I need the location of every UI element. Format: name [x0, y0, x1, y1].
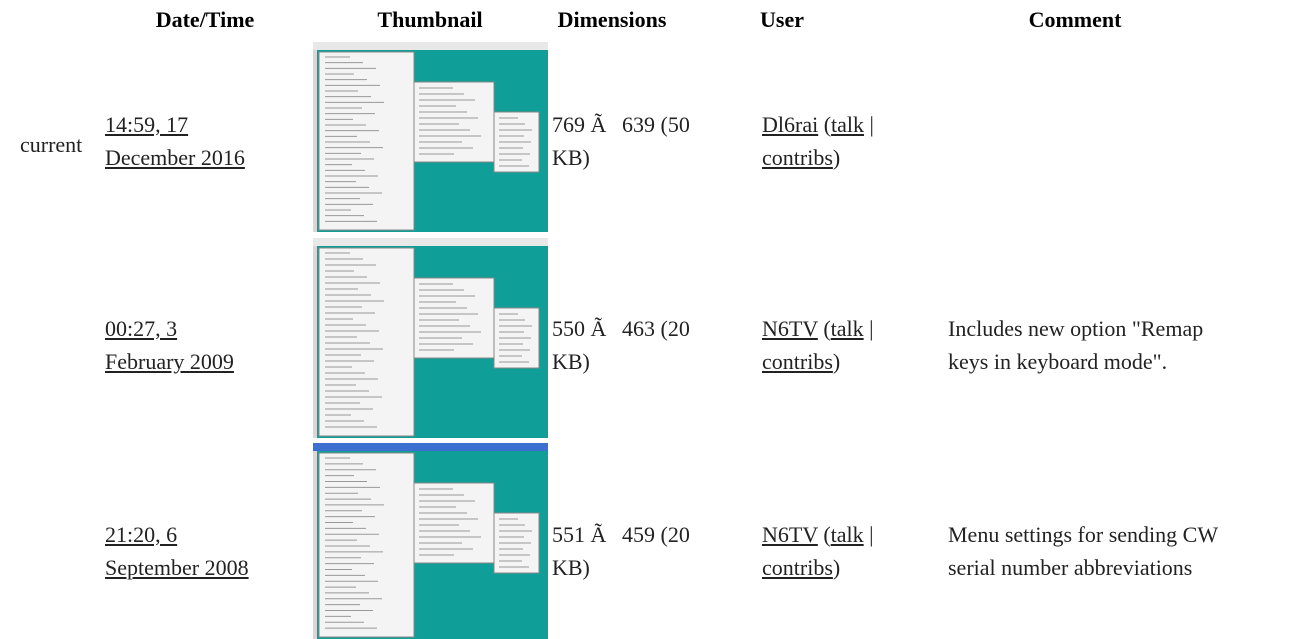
- punct: (: [823, 522, 831, 547]
- user-line: Dl6rai (talk |: [762, 112, 874, 138]
- column-header: Comment: [1028, 7, 1122, 32]
- comment: serial number abbreviations: [948, 555, 1193, 580]
- dimensions: 463 (20: [622, 316, 690, 341]
- dimensions: 551 Ã: [552, 522, 607, 547]
- talk-link[interactable]: talk: [831, 112, 865, 137]
- column-header: Thumbnail: [377, 7, 483, 32]
- dimensions: 769 Ã: [552, 112, 607, 137]
- column-header: Date/Time: [155, 7, 255, 32]
- punct: |: [869, 522, 874, 547]
- thumb-part: [313, 42, 548, 50]
- status: current: [20, 132, 83, 157]
- contribs-link[interactable]: contribs: [762, 555, 833, 580]
- user-link[interactable]: Dl6rai: [762, 112, 819, 137]
- thumb-part: [318, 247, 415, 437]
- thumbnail[interactable]: [313, 238, 548, 438]
- date-link[interactable]: 21:20, 6: [105, 522, 178, 547]
- dimensions: KB): [552, 145, 590, 170]
- dimensions: 639 (50: [622, 112, 690, 137]
- thumb-part: [318, 452, 415, 638]
- talk-link[interactable]: talk: [830, 522, 864, 547]
- user-line: N6TV (talk |: [762, 316, 874, 342]
- thumb-part: [313, 238, 548, 246]
- thumb-part: [313, 443, 548, 451]
- punct: |: [869, 316, 874, 341]
- user-line: contribs): [762, 555, 840, 581]
- contribs-link[interactable]: contribs: [762, 145, 833, 170]
- dimensions: KB): [552, 349, 590, 374]
- date-link[interactable]: 14:59, 17: [105, 112, 189, 137]
- punct: ): [832, 555, 841, 580]
- thumb-part: [313, 451, 317, 639]
- punct: ): [832, 349, 841, 374]
- date-link[interactable]: 00:27, 3: [105, 316, 178, 341]
- comment: Menu settings for sending CW: [948, 522, 1219, 547]
- punct: (: [823, 112, 832, 137]
- user-line: contribs): [762, 349, 840, 375]
- column-header: User: [760, 7, 804, 32]
- thumbnail[interactable]: [313, 443, 548, 639]
- thumb-part: [318, 51, 415, 231]
- thumb-part: [313, 50, 317, 232]
- talk-link[interactable]: talk: [830, 316, 864, 341]
- user-line: contribs): [762, 145, 840, 171]
- thumb-part: [313, 246, 317, 438]
- thumb-part: [413, 482, 495, 564]
- thumb-part: [413, 277, 495, 359]
- dimensions: 550 Ã: [552, 316, 607, 341]
- thumb-part: [413, 81, 495, 163]
- contribs-link[interactable]: contribs: [762, 349, 833, 374]
- comment: keys in keyboard mode".: [948, 349, 1168, 374]
- punct: (: [823, 316, 831, 341]
- punct: |: [869, 112, 874, 137]
- date-link[interactable]: February 2009: [105, 349, 234, 374]
- comment: Includes new option "Remap: [948, 316, 1204, 341]
- user-link[interactable]: N6TV: [762, 522, 818, 547]
- punct: ): [832, 145, 841, 170]
- date-link[interactable]: September 2008: [105, 555, 249, 580]
- column-header: Dimensions: [557, 7, 667, 32]
- thumbnail[interactable]: [313, 42, 548, 232]
- user-line: N6TV (talk |: [762, 522, 874, 548]
- date-link[interactable]: December 2016: [105, 145, 245, 170]
- dimensions: KB): [552, 555, 590, 580]
- user-link[interactable]: N6TV: [762, 316, 818, 341]
- dimensions: 459 (20: [622, 522, 690, 547]
